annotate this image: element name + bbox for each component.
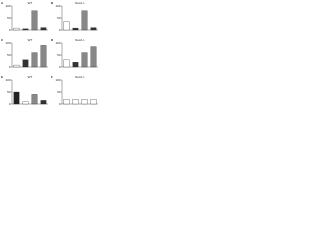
y-tick-label: 0	[9, 65, 11, 69]
panel-title: WT	[28, 75, 33, 79]
page: A WT 0 50 100 B Nox2-/- 0 50 100 C WT 0 50 100 D Nox2-/-…	[0, 0, 320, 113]
panel-title: Nox2-/-	[75, 38, 85, 42]
y-tick-label: 0	[59, 102, 61, 106]
y-tick-label: 100	[55, 4, 60, 8]
bar	[31, 10, 38, 31]
y-tick-label: 0	[59, 28, 61, 32]
panel-label: C	[1, 38, 4, 42]
panel-label: F	[51, 75, 53, 79]
bar	[31, 94, 38, 105]
bar	[22, 59, 29, 68]
panel-label: E	[1, 75, 3, 79]
bar	[90, 99, 97, 105]
bar	[72, 27, 79, 31]
bar	[63, 99, 70, 105]
bar	[31, 52, 38, 68]
bar	[13, 64, 20, 68]
panel-title: WT	[28, 38, 33, 42]
bar	[40, 27, 47, 31]
y-tick-label: 0	[59, 65, 61, 69]
bar	[81, 52, 88, 68]
bar	[72, 62, 79, 68]
bar	[72, 99, 79, 105]
panel-label: B	[51, 1, 54, 5]
bar	[63, 21, 70, 31]
y-tick-label: 50	[57, 16, 61, 20]
y-tick-label: 100	[5, 41, 10, 45]
y-tick-label: 100	[55, 78, 60, 82]
bar	[90, 27, 97, 31]
bar	[81, 10, 88, 31]
y-tick-label: 50	[57, 53, 61, 57]
bar	[63, 59, 70, 68]
panel-title: Nox2-/-	[75, 1, 85, 5]
y-tick-label: 100	[55, 41, 60, 45]
y-tick-label: 0	[9, 28, 11, 32]
panel-label: A	[1, 1, 4, 5]
y-tick-label: 100	[5, 4, 10, 8]
y-tick-label: 50	[57, 90, 61, 94]
bar	[90, 46, 97, 68]
y-tick-label: 50	[7, 16, 11, 20]
panel-title: WT	[28, 1, 33, 5]
y-tick-label: 100	[5, 78, 10, 82]
panel-label: D	[51, 38, 54, 42]
bar	[40, 45, 47, 68]
bar	[40, 100, 47, 105]
panel-title: Nox2-/-	[75, 75, 85, 79]
y-tick-label: 50	[7, 53, 11, 57]
bar	[81, 99, 88, 105]
bar	[13, 91, 20, 105]
bar	[13, 27, 20, 31]
y-tick-label: 0	[9, 102, 11, 106]
y-tick-label: 50	[7, 90, 11, 94]
bar	[22, 101, 29, 105]
bar	[22, 28, 29, 31]
